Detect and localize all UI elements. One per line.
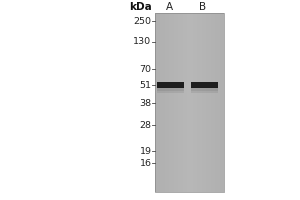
Text: B: B xyxy=(199,2,206,12)
Text: kDa: kDa xyxy=(129,2,152,12)
Bar xyxy=(190,82,218,88)
Bar xyxy=(157,90,184,93)
Bar xyxy=(190,90,218,93)
Text: A: A xyxy=(166,2,173,12)
Bar xyxy=(157,82,184,88)
Bar xyxy=(157,87,184,89)
Text: 250: 250 xyxy=(134,17,152,25)
Bar xyxy=(190,88,218,90)
Bar xyxy=(154,13,224,192)
Text: 28: 28 xyxy=(140,120,152,130)
Text: 19: 19 xyxy=(140,146,152,156)
Text: 70: 70 xyxy=(140,64,152,73)
Text: 16: 16 xyxy=(140,158,152,168)
Text: 51: 51 xyxy=(140,81,152,90)
Bar xyxy=(157,88,184,90)
Bar xyxy=(157,89,184,91)
Text: 130: 130 xyxy=(134,38,152,46)
Bar xyxy=(190,87,218,89)
Text: 38: 38 xyxy=(140,98,152,108)
Bar xyxy=(190,89,218,91)
